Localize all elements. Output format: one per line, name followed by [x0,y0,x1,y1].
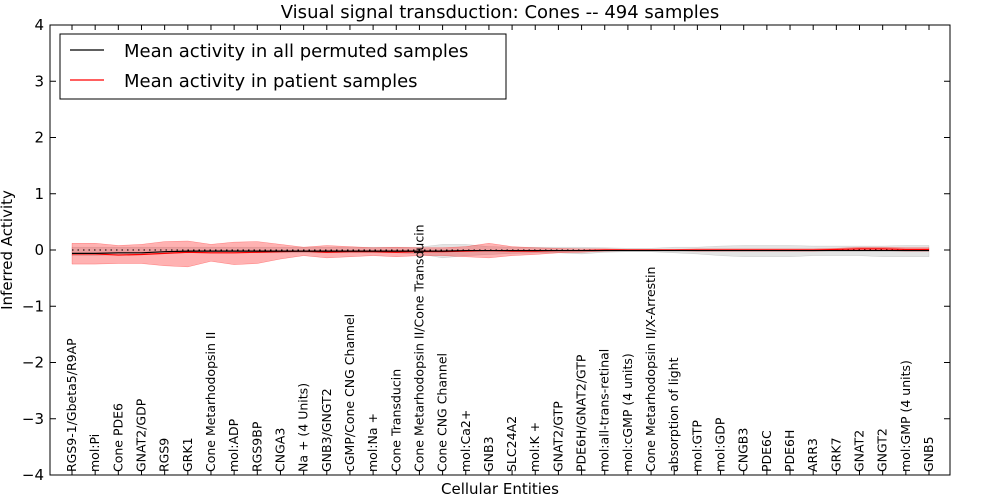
x-tick-label: cGMP/Cone CNG Channel [342,314,357,472]
y-tick-label: 4 [34,16,44,34]
x-tick-label: mol:all-trans-retinal [597,349,612,472]
y-axis-label: Inferred Activity [0,190,16,310]
x-tick-label: mol:Ca2+ [458,410,473,472]
x-tick-label: GNB5 [921,436,936,472]
x-tick-label: absorption of light [666,357,681,472]
x-tick-label: Cone Metarhodopsin II/X-Arrestin [643,267,658,472]
x-tick-label: GNB3/GNGT2 [319,388,334,472]
x-tick-label: Cone CNG Channel [435,353,450,472]
x-tick-label: GNGT2 [875,428,890,472]
x-tick-label: mol:GMP (4 units) [898,360,913,472]
x-tick-label: mol:K + [527,422,542,472]
y-axis-ticks: 4 3 2 1 0 −1 −2 −3 −4 [22,16,950,484]
x-tick-label: Cone PDE6 [110,403,125,472]
y-tick-label: 0 [34,241,44,259]
y-tick-label: −4 [22,466,44,484]
x-tick-label: Na + (4 Units) [296,383,311,472]
x-tick-label: Cone Metarhodopsin II/Cone Transducin [411,224,426,472]
x-tick-label: mol:GTP [689,420,704,472]
x-tick-label: PDE6C [759,430,774,472]
legend-box [59,33,507,100]
x-tick-label: mol:Pi [87,434,102,472]
y-tick-label: −2 [22,354,44,372]
x-tick-label: GNB3 [481,436,496,472]
y-tick-label: −1 [22,297,44,315]
x-tick-label: Cone Metarhodopsin II [203,332,218,472]
x-tick-label: PDE6H [782,430,797,472]
x-tick-label: mol:cGMP (4 units) [620,353,635,472]
y-tick-label: −3 [22,410,44,428]
chart-title: Visual signal transduction: Cones -- 494… [281,2,719,23]
x-tick-label: GRK1 [180,437,195,472]
y-tick-label: 1 [34,185,44,203]
x-axis-label: Cellular Entities [441,480,559,498]
confidence-bands [71,240,930,268]
x-tick-label: ARR3 [805,438,820,472]
series-lines [72,248,929,256]
x-tick-label: Cone Transducin [388,369,403,472]
x-tick-label: mol:ADP [226,418,241,472]
x-tick-label: mol:GDP [713,417,728,472]
legend-label-patient: Mean activity in patient samples [124,71,418,92]
x-tick-label: RGS9 [157,438,172,472]
x-axis-ticks: RGS9-1/Gbeta5/R9AP mol:Pi Cone PDE6 GNAT2/G… [64,25,936,475]
x-tick-label: mol:Na + [365,413,380,472]
plot-frame [49,24,951,476]
y-tick-label: 2 [34,129,44,147]
x-tick-label: GNAT2/GDP [133,398,148,472]
x-tick-label: PDE6H/GNAT2/GTP [574,354,589,472]
legend-label-permuted: Mean activity in all permuted samples [124,41,468,62]
legend: Mean activity in all permuted samples Me… [59,33,507,100]
x-tick-label: CNGA3 [272,428,287,472]
x-tick-label: RGS9-1/Gbeta5/R9AP [64,338,79,472]
x-tick-label: CNGB3 [736,428,751,472]
x-tick-label: GRK7 [828,437,843,472]
series-line-permuted [72,249,929,254]
y-tick-label: 3 [34,72,44,90]
x-tick-label: RGS9BP [249,421,264,472]
x-tick-label: GNAT2 [852,430,867,472]
x-tick-label: GNAT2/GTP [550,401,565,472]
x-tick-label: SLC24A2 [504,416,519,472]
